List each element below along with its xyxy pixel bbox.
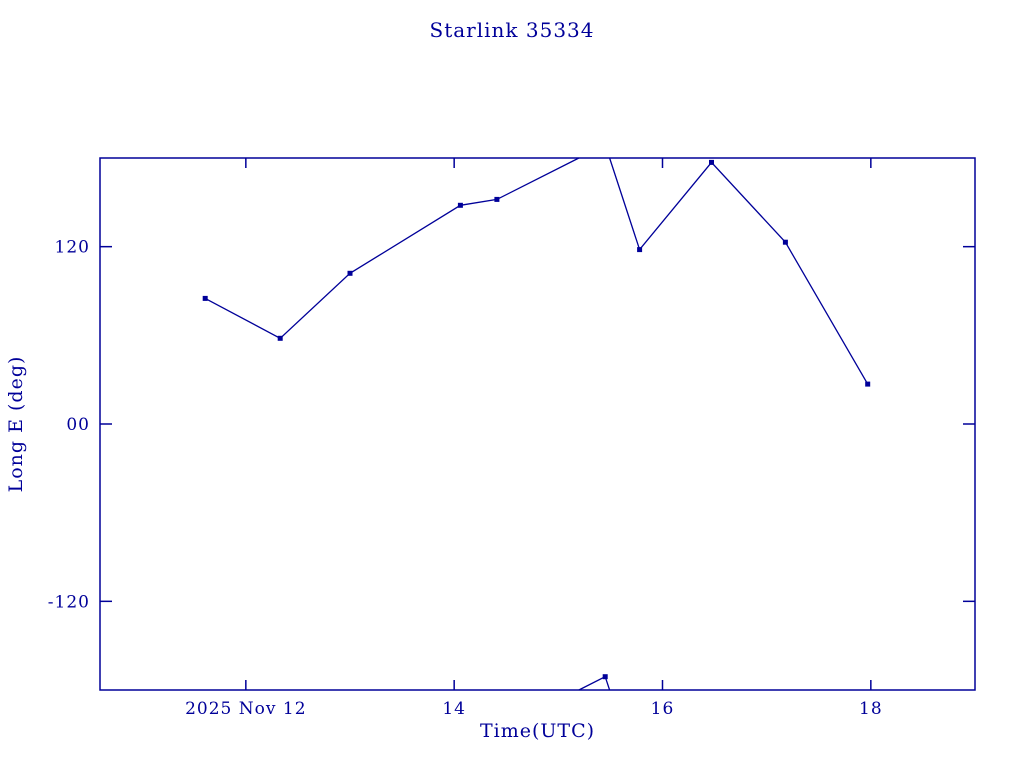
data-point (457, 202, 463, 208)
y-axis-tick-label: 120 (55, 238, 90, 258)
data-point (782, 239, 788, 245)
data-point (494, 196, 500, 202)
data-point (277, 335, 283, 341)
x-axis-tick-label: 14 (442, 699, 466, 719)
x-axis-tick-label: 18 (859, 699, 883, 719)
x-axis-tick-label: 2025 Nov 12 (185, 699, 306, 719)
y-axis-tick-label: 00 (66, 415, 90, 435)
series-line (204, 157, 869, 691)
x-axis-label: Time(UTC) (479, 720, 596, 742)
data-point (709, 159, 714, 165)
y-axis-tick-label: -120 (48, 592, 90, 612)
x-axis-tick-label: 16 (651, 699, 675, 719)
data-point (865, 381, 871, 387)
data-point (202, 295, 208, 301)
plot-frame (99, 157, 976, 691)
data-point (347, 270, 353, 276)
chart-title: Starlink 35334 (429, 18, 595, 42)
data-point (637, 247, 643, 253)
data-point (602, 674, 608, 680)
